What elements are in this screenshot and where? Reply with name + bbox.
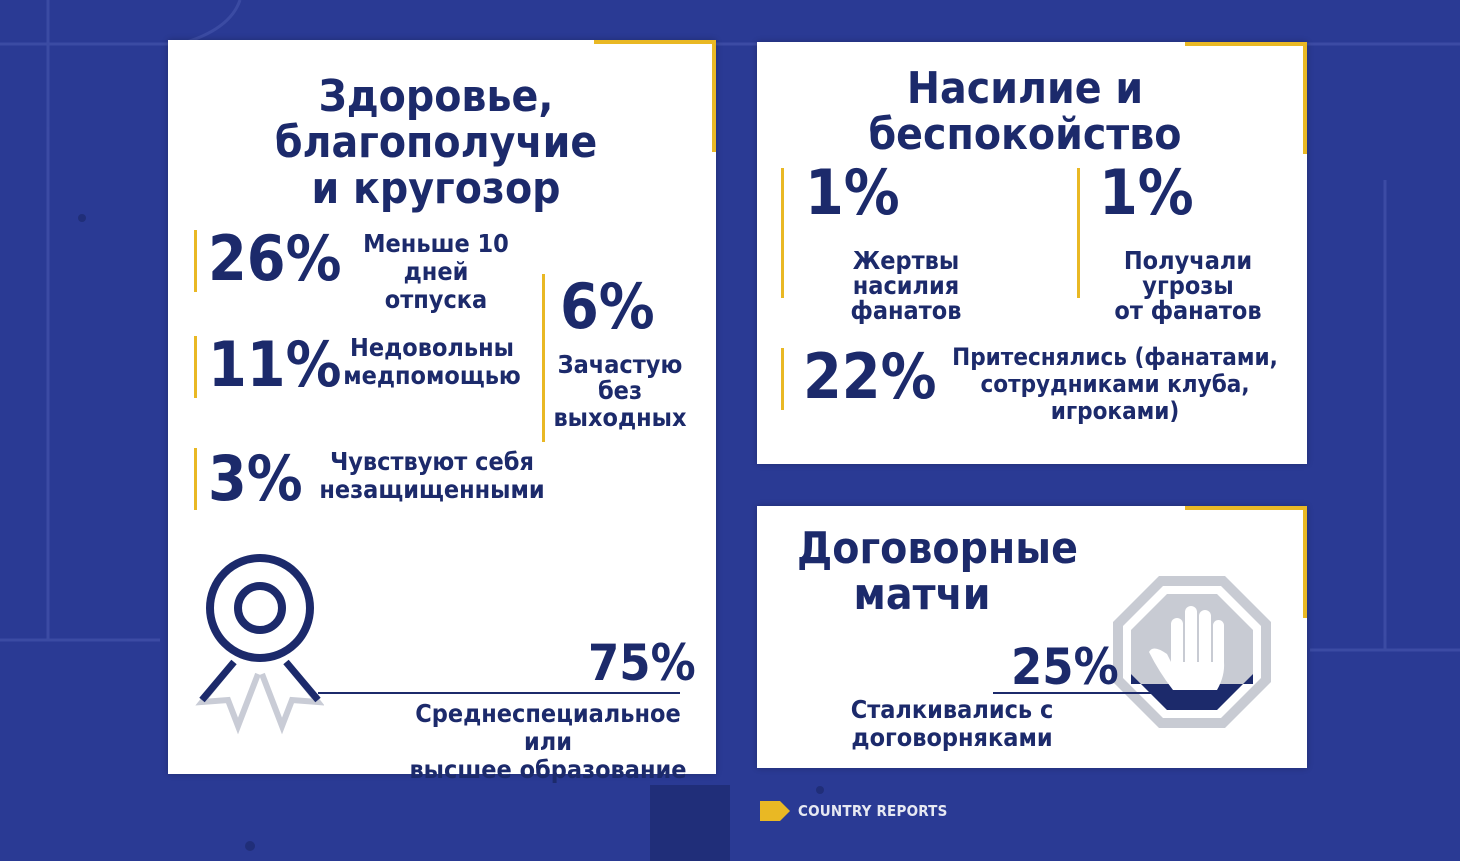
stat-label: Недовольны медпомощью [343,333,521,390]
country-reports-link[interactable]: COUNTRY REPORTS [760,800,947,822]
stat-label: Меньше 10 дней отпуска [363,229,509,314]
stat-label: Зачастую без выходных [553,350,687,432]
stat-bar [1077,168,1080,298]
matches-value: 25% [1011,638,1119,696]
stat-bar [542,274,545,442]
stat-label: Получали угрозы от фанатов [1114,246,1262,325]
matches-card: Договорные матчи 25% Сталкивались с дого… [757,506,1307,768]
award-ribbon-icon [195,554,324,735]
stat-label: Жертвы насилия фанатов [850,246,962,325]
stat-value: 26% [208,222,342,295]
education-line [318,692,680,694]
violence-title: Насилие и беспокойство [868,63,1182,161]
education-value: 75% [588,634,696,692]
card-corner-accent [1185,506,1307,618]
stat-value: 11% [208,328,342,401]
stat-value: 1% [1099,156,1194,229]
health-card: Здоровье, благополучие и кругозор 26% Ме… [168,40,716,784]
health-title: Здоровье, благополучие и кругозор [274,71,598,215]
stop-hand-icon [1113,576,1271,728]
stat-value: 6% [560,270,655,343]
arrow-tag-icon [760,801,790,821]
stat-value: 22% [803,340,937,413]
stat-bar [194,230,197,292]
card-corner-accent [594,40,716,152]
stat-value: 3% [208,442,303,515]
stat-bar [781,168,784,298]
education-label: Среднеспециальное или высшее образование [409,699,687,784]
stat-value: 1% [805,156,900,229]
stat-bar [194,448,197,510]
stat-bar [781,348,784,410]
footer-label: COUNTRY REPORTS [798,802,948,820]
matches-label: Сталкивались с договорняками [850,695,1054,752]
stat-label: Чувствуют себя незащищенными [319,447,545,504]
violence-card: Насилие и беспокойство 1% Жертвы насилия… [757,42,1307,464]
stat-label: Притеснялись (фанатами, сотрудниками клу… [952,343,1278,425]
matches-title: Договорные матчи [797,523,1078,621]
matches-line [993,692,1153,694]
card-corner-accent [1185,42,1307,154]
stat-bar [194,336,197,398]
